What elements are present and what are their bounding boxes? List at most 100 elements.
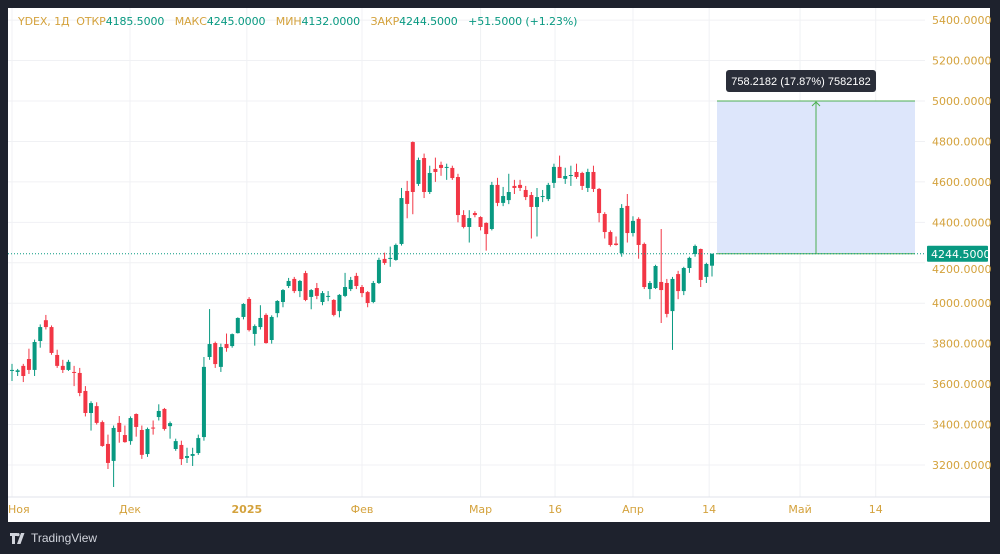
candle[interactable] — [393, 243, 398, 261]
candle[interactable] — [568, 165, 573, 186]
candle[interactable] — [659, 228, 664, 324]
candle[interactable] — [269, 315, 274, 344]
symbol-label[interactable]: YDEX, 1Д — [18, 15, 70, 28]
candle[interactable] — [478, 216, 483, 231]
candle[interactable] — [224, 333, 229, 352]
candle[interactable] — [653, 264, 658, 290]
candle[interactable] — [698, 248, 703, 288]
candle[interactable] — [66, 359, 71, 371]
candle[interactable] — [303, 270, 308, 302]
candle[interactable] — [235, 317, 240, 334]
candle[interactable] — [693, 244, 698, 257]
candle[interactable] — [422, 153, 427, 199]
candle[interactable] — [472, 211, 477, 218]
candle[interactable] — [388, 246, 393, 267]
candle[interactable] — [343, 272, 348, 298]
candle[interactable] — [614, 236, 619, 246]
candle[interactable] — [162, 407, 167, 431]
candle[interactable] — [43, 314, 48, 330]
candle[interactable] — [179, 440, 184, 465]
candle[interactable] — [185, 447, 189, 463]
candle[interactable] — [21, 363, 26, 383]
candle[interactable] — [495, 177, 500, 207]
candle[interactable] — [83, 386, 88, 417]
candle[interactable] — [501, 186, 506, 207]
candle[interactable] — [608, 230, 613, 247]
candle[interactable] — [647, 280, 652, 300]
candle[interactable] — [687, 256, 692, 273]
candle[interactable] — [512, 179, 517, 195]
candle[interactable] — [111, 425, 116, 487]
candle[interactable] — [450, 165, 455, 180]
candle[interactable] — [365, 291, 370, 308]
candle[interactable] — [625, 194, 630, 243]
candle[interactable] — [546, 182, 551, 202]
candle[interactable] — [230, 333, 235, 348]
candle[interactable] — [247, 297, 252, 332]
candle[interactable] — [38, 324, 43, 348]
candle[interactable] — [72, 365, 77, 387]
candle[interactable] — [676, 270, 681, 300]
candle[interactable] — [292, 276, 297, 294]
candle[interactable] — [32, 339, 37, 376]
chart-panel[interactable] — [8, 8, 990, 522]
candle[interactable] — [207, 309, 212, 360]
candle[interactable] — [664, 278, 669, 318]
candle[interactable] — [360, 285, 364, 298]
candle[interactable] — [704, 262, 709, 283]
candle[interactable] — [201, 356, 206, 441]
candle[interactable] — [241, 303, 246, 320]
candle[interactable] — [314, 282, 319, 300]
candle[interactable] — [173, 438, 178, 451]
candle[interactable] — [320, 291, 325, 306]
candle[interactable] — [105, 434, 110, 470]
candle[interactable] — [128, 416, 133, 445]
candle[interactable] — [574, 163, 579, 179]
candle[interactable] — [444, 163, 449, 180]
candle[interactable] — [371, 280, 376, 304]
candle[interactable] — [489, 181, 494, 231]
candle[interactable] — [331, 299, 336, 317]
candle[interactable] — [156, 404, 161, 421]
candle[interactable] — [591, 165, 596, 192]
candle[interactable] — [630, 216, 635, 237]
tradingview-logo[interactable]: TradingView — [10, 531, 97, 545]
candle[interactable] — [405, 180, 410, 219]
candle[interactable] — [670, 276, 675, 350]
candle[interactable] — [399, 187, 404, 246]
candle[interactable] — [145, 427, 150, 457]
candle[interactable] — [710, 253, 714, 277]
candle[interactable] — [252, 324, 257, 346]
candle[interactable] — [636, 217, 641, 259]
candle[interactable] — [49, 325, 54, 355]
candle[interactable] — [506, 173, 511, 205]
candle[interactable] — [557, 155, 562, 179]
candle[interactable] — [585, 168, 590, 192]
candle[interactable] — [382, 252, 387, 265]
candle[interactable] — [280, 289, 285, 308]
candle[interactable] — [117, 416, 122, 443]
candle[interactable] — [580, 171, 585, 190]
candle[interactable] — [122, 425, 127, 443]
candle[interactable] — [529, 191, 534, 239]
candle[interactable] — [484, 222, 489, 251]
candle[interactable] — [455, 173, 460, 223]
candle[interactable] — [540, 189, 545, 203]
candle[interactable] — [461, 210, 466, 229]
candle[interactable] — [134, 413, 139, 437]
candle[interactable] — [681, 266, 686, 296]
candle[interactable] — [354, 272, 359, 290]
candle[interactable] — [326, 291, 331, 302]
candle[interactable] — [218, 343, 223, 372]
candle[interactable] — [563, 167, 568, 184]
candle[interactable] — [619, 204, 624, 257]
candle[interactable] — [376, 257, 381, 284]
candle[interactable] — [151, 420, 156, 435]
candle[interactable] — [89, 401, 94, 431]
candle[interactable] — [168, 421, 173, 439]
candle[interactable] — [286, 277, 291, 289]
candle[interactable] — [100, 420, 105, 447]
candle[interactable] — [337, 294, 342, 318]
candle[interactable] — [309, 289, 314, 310]
candle[interactable] — [190, 447, 195, 466]
